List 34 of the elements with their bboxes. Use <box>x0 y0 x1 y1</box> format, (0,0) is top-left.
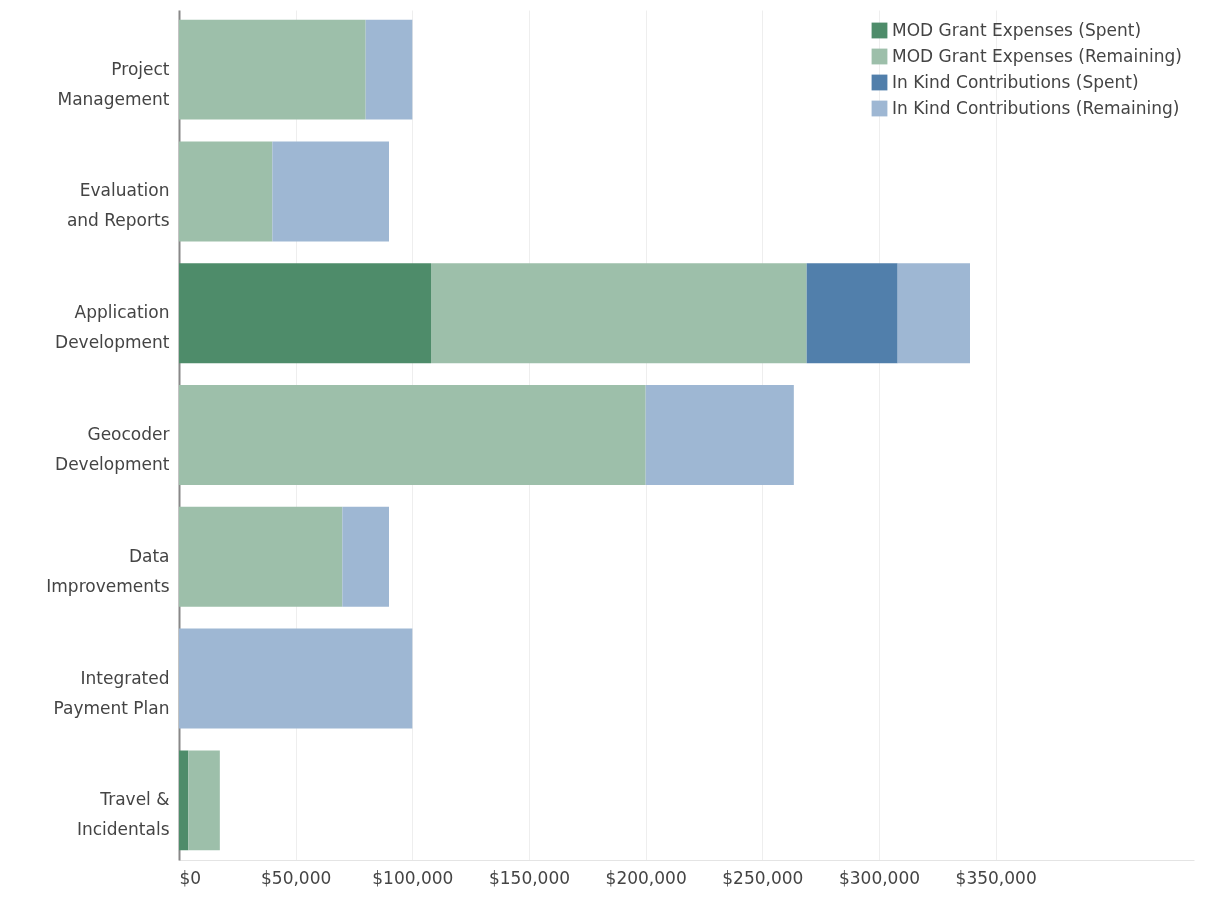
bar <box>179 750 189 851</box>
legend-label: MOD Grant Expenses (Remaining) <box>892 45 1182 66</box>
x-tick-label: $150,000 <box>488 867 571 888</box>
bar <box>897 263 970 364</box>
x-tick-label: $50,000 <box>261 867 332 888</box>
x-tick-label: $200,000 <box>605 867 687 888</box>
y-tick-label: Application Development <box>55 302 170 353</box>
bar <box>179 263 431 364</box>
bar <box>806 263 898 364</box>
y-tick-label: Project Management <box>57 58 170 109</box>
x-tick-label: $250,000 <box>722 867 804 888</box>
bar <box>188 750 220 851</box>
x-tick-label: $350,000 <box>955 867 1037 888</box>
bar <box>342 506 389 607</box>
legend-label: In Kind Contributions (Remaining) <box>892 97 1180 118</box>
bar <box>179 19 366 120</box>
x-tick-label: $0 <box>179 867 202 888</box>
y-tick-label: Data Improvements <box>46 545 170 596</box>
legend-label: In Kind Contributions (Spent) <box>892 71 1139 92</box>
x-tick-label: $100,000 <box>372 867 454 888</box>
bar <box>272 141 389 242</box>
x-tick-label: $300,000 <box>838 867 921 888</box>
bar <box>179 506 343 607</box>
y-tick-label: Integrated Payment Plan <box>53 667 170 718</box>
bar <box>179 385 646 485</box>
bar <box>179 141 273 242</box>
y-tick-label: Geocoder Development <box>55 424 170 474</box>
legend-label: MOD Grant Expenses (Spent) <box>892 19 1142 40</box>
bar <box>431 263 807 364</box>
bar <box>645 385 794 485</box>
bar <box>365 19 413 120</box>
bar <box>179 628 413 729</box>
y-tick-label: Evaluation and Reports <box>66 180 170 231</box>
y-tick-label: Travel & Incidentals <box>76 789 170 840</box>
